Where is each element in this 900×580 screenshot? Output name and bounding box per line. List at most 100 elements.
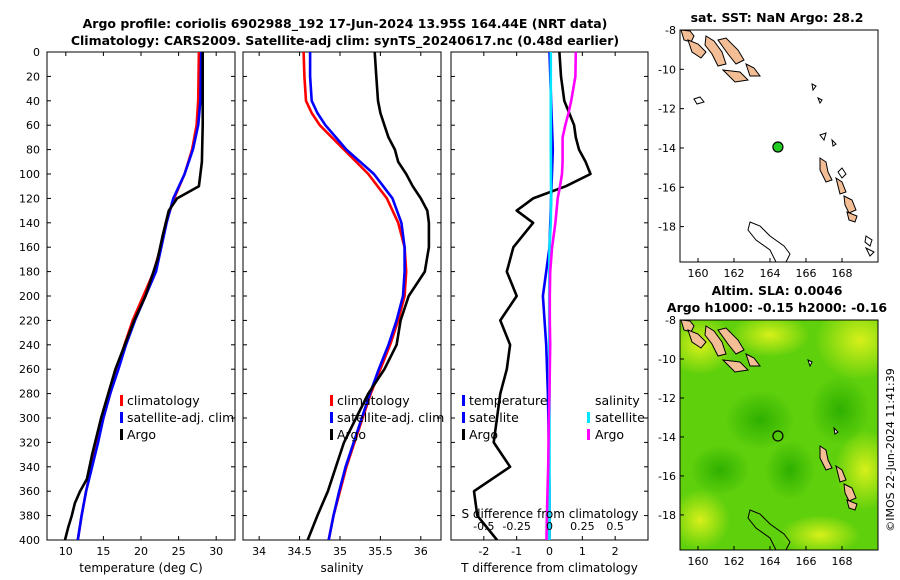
difference-top-tick-label: 0.5 <box>606 520 624 533</box>
salinity-legend-label: climatology <box>337 393 410 408</box>
salinity-xtick-label: 35 <box>333 545 347 558</box>
sst-map-land <box>680 30 875 262</box>
salinity-panel: 34 34.5 35 35.5 36 salinity climatology satelli… <box>242 51 444 575</box>
sst_map-ytick-label: -10 <box>658 63 676 76</box>
difference-xtick-label: -1 <box>511 545 522 558</box>
sla_map-xtick-label: 162 <box>724 555 745 568</box>
sst_map-xtick-label: 168 <box>832 267 853 280</box>
sla_map-ytick-label: -14 <box>658 431 676 444</box>
depth-tick-label: 40 <box>26 95 40 108</box>
temperature-panel: 10 15 20 25 30 temperature (deg C) 0 20 40 60 80 10… <box>19 46 236 575</box>
difference-salinity-legend-label: satellite <box>595 410 645 425</box>
sla_map-xtick-label: 160 <box>688 555 709 568</box>
temperature-series-line <box>63 52 204 540</box>
depth-tick-label: 160 <box>19 241 40 254</box>
temperature-series-group <box>63 52 204 540</box>
sla_map-ytick-label: -8 <box>665 314 676 327</box>
temperature-xtick-label: 15 <box>96 545 110 558</box>
temperature-legend-label: climatology <box>127 393 200 408</box>
difference-salinity-legend-swatch <box>587 429 590 440</box>
difference-top-tick-label: -0.25 <box>502 520 530 533</box>
difference-temperature-legend-swatch <box>462 395 465 406</box>
depth-tick-label: 380 <box>19 510 40 523</box>
sst_map-xtick-label: 166 <box>796 267 817 280</box>
difference-xtick-label: 0 <box>546 545 553 558</box>
depth-tick-label: 80 <box>26 144 40 157</box>
depth-tick-label: 220 <box>19 314 40 327</box>
depth-tick-label: 300 <box>19 412 40 425</box>
salinity-series-group <box>302 52 431 540</box>
salinity-xlabel: salinity <box>320 561 363 575</box>
sla_map-ytick-label: -16 <box>658 470 676 483</box>
salinity-xtick-label: 36 <box>414 545 428 558</box>
copyright-stamp: ©IMOS 22-Jun-2024 11:41:39 <box>884 368 897 532</box>
temperature-legend-swatch <box>120 395 123 406</box>
sst_map-xtick-label: 160 <box>688 267 709 280</box>
temperature-xtick-label: 25 <box>172 545 186 558</box>
difference-temperature-legend-label: Argo <box>469 427 498 442</box>
difference-xtick-label: 1 <box>579 545 586 558</box>
sla-map-field <box>680 320 878 550</box>
sst-map: 160 162 164 166 168 -8 -10 -12 -14 -16 -18 <box>658 24 879 280</box>
depth-tick-label: 260 <box>19 363 40 376</box>
depth-tick-label: 240 <box>19 339 40 352</box>
difference-series-group <box>472 52 592 540</box>
title-line1: Argo profile: coriolis 6902988_192 17-Ju… <box>83 16 608 32</box>
salinity-legend-label: satellite-adj. clim <box>337 410 444 425</box>
difference-xtick-label: 2 <box>612 545 619 558</box>
sla_map-ytick-label: -12 <box>658 392 676 405</box>
sla_map-xtick-label: 166 <box>796 555 817 568</box>
temperature-xlabel: temperature (deg C) <box>79 561 202 575</box>
salinity-xtick-label: 34.5 <box>287 545 312 558</box>
depth-tick-label: 320 <box>19 436 40 449</box>
sla-map-frame <box>679 319 879 551</box>
sst_map-argo-marker <box>772 141 784 153</box>
difference-salinity-legend-swatch <box>587 412 590 423</box>
sst_map-ytick-label: -8 <box>665 24 676 37</box>
temperature-xtick-label: 10 <box>59 545 73 558</box>
salinity-legend-swatch <box>330 395 333 406</box>
sla-map-title-line2: Argo h1000: -0.15 h2000: -0.16 <box>667 300 888 315</box>
difference-temperature-legend-label: temperature <box>469 393 548 408</box>
depth-tick-label: 400 <box>19 534 40 547</box>
difference-top-tick-label: -0.5 <box>473 520 494 533</box>
salinity-series-line <box>306 52 431 540</box>
difference-xlabel: T difference from climatology <box>460 561 638 575</box>
difference-top-tick-label: 0 <box>546 520 553 533</box>
temperature-legend-swatch <box>120 412 123 423</box>
sst_map-ytick-label: -16 <box>658 181 676 194</box>
depth-tick-label: 140 <box>19 217 40 230</box>
difference-xlabel-top: S difference from climatology <box>462 507 639 521</box>
sla_map-argo-marker <box>772 430 784 442</box>
temperature-axes-frame <box>46 51 236 541</box>
sst_map-ytick-label: -18 <box>658 221 676 234</box>
depth-tick-label: 340 <box>19 461 40 474</box>
salinity-legend-label: Argo <box>337 427 366 442</box>
depth-tick-label: 60 <box>26 119 40 132</box>
depth-tick-label: 280 <box>19 388 40 401</box>
sst_map-ytick-label: -12 <box>658 103 676 116</box>
difference-temperature-legend-swatch <box>462 412 465 423</box>
salinity-axes-frame <box>242 51 442 541</box>
temperature-xtick-label: 30 <box>209 545 223 558</box>
sst_map-ytick-label: -14 <box>658 142 676 155</box>
depth-tick-label: 180 <box>19 266 40 279</box>
depth-tick-label: 0 <box>33 46 40 59</box>
temperature-legend-label: satellite-adj. clim <box>127 410 234 425</box>
difference-series-line <box>472 52 592 540</box>
difference-series-line <box>545 52 578 540</box>
depth-tick-label: 20 <box>26 70 40 83</box>
difference-temperature-legend-swatch <box>462 429 465 440</box>
difference-top-tick-label: 0.25 <box>570 520 595 533</box>
depth-tick-label: 120 <box>19 192 40 205</box>
salinity-series-line <box>308 52 406 540</box>
difference-salinity-legend-label: salinity <box>595 393 640 408</box>
depth-tick-label: 200 <box>19 290 40 303</box>
difference-temperature-legend-label: satellite <box>469 410 519 425</box>
sst-map-frame <box>679 29 879 263</box>
salinity-xtick-label: 34 <box>252 545 266 558</box>
sst_map-xtick-label: 164 <box>760 267 781 280</box>
sla-map: 160 162 164 166 168 -8 -10 -12 -14 -16 -18 <box>658 314 879 568</box>
temperature-legend-label: Argo <box>127 427 156 442</box>
